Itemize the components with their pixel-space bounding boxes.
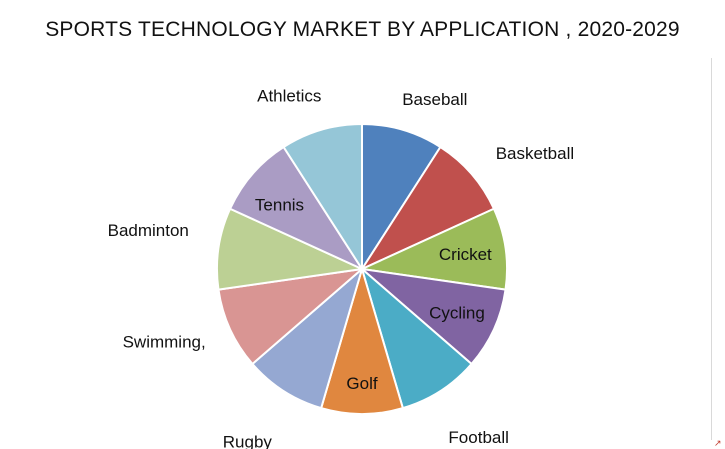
corner-arrow-icon: ↗ [714, 438, 722, 448]
pie-slice-swimming [217, 267, 366, 366]
pie-slice-tennis [228, 145, 365, 272]
pie-label-athletics: Athletics [257, 86, 321, 105]
pie-slice-rugby [251, 266, 364, 410]
pie-label-tennis: Tennis [255, 195, 304, 214]
pie-label-rugby: Rugby [223, 432, 273, 449]
pie-label-swimming: Swimming, [123, 332, 206, 351]
pie-label-cricket: Cricket [439, 245, 492, 264]
frame-divider [711, 58, 712, 440]
pie-slice-badminton [216, 207, 366, 291]
pie-slice-basketball [359, 145, 496, 272]
pie-labels: Baseball Basketball Cricket Cycling Football… [108, 86, 575, 449]
pie-slice-baseball [361, 122, 442, 273]
pie-slice-cricket [358, 207, 508, 291]
pie-label-badminton: Badminton [108, 221, 189, 240]
pie-label-baseball: Baseball [402, 90, 467, 109]
pie-label-football: Football [448, 428, 508, 447]
pie-label-basketball: Basketball [496, 144, 574, 163]
pie-slice-athletics [282, 122, 363, 273]
pie-label-cycling: Cycling [429, 303, 485, 322]
pie-label-golf: Golf [346, 374, 377, 393]
pie-slices [216, 122, 508, 415]
pie-slice-football [360, 266, 473, 410]
pie-slice-golf [319, 265, 405, 415]
chart-title: SPORTS TECHNOLOGY MARKET BY APPLICATION … [45, 18, 680, 41]
pie-slice-cycling [358, 267, 507, 366]
